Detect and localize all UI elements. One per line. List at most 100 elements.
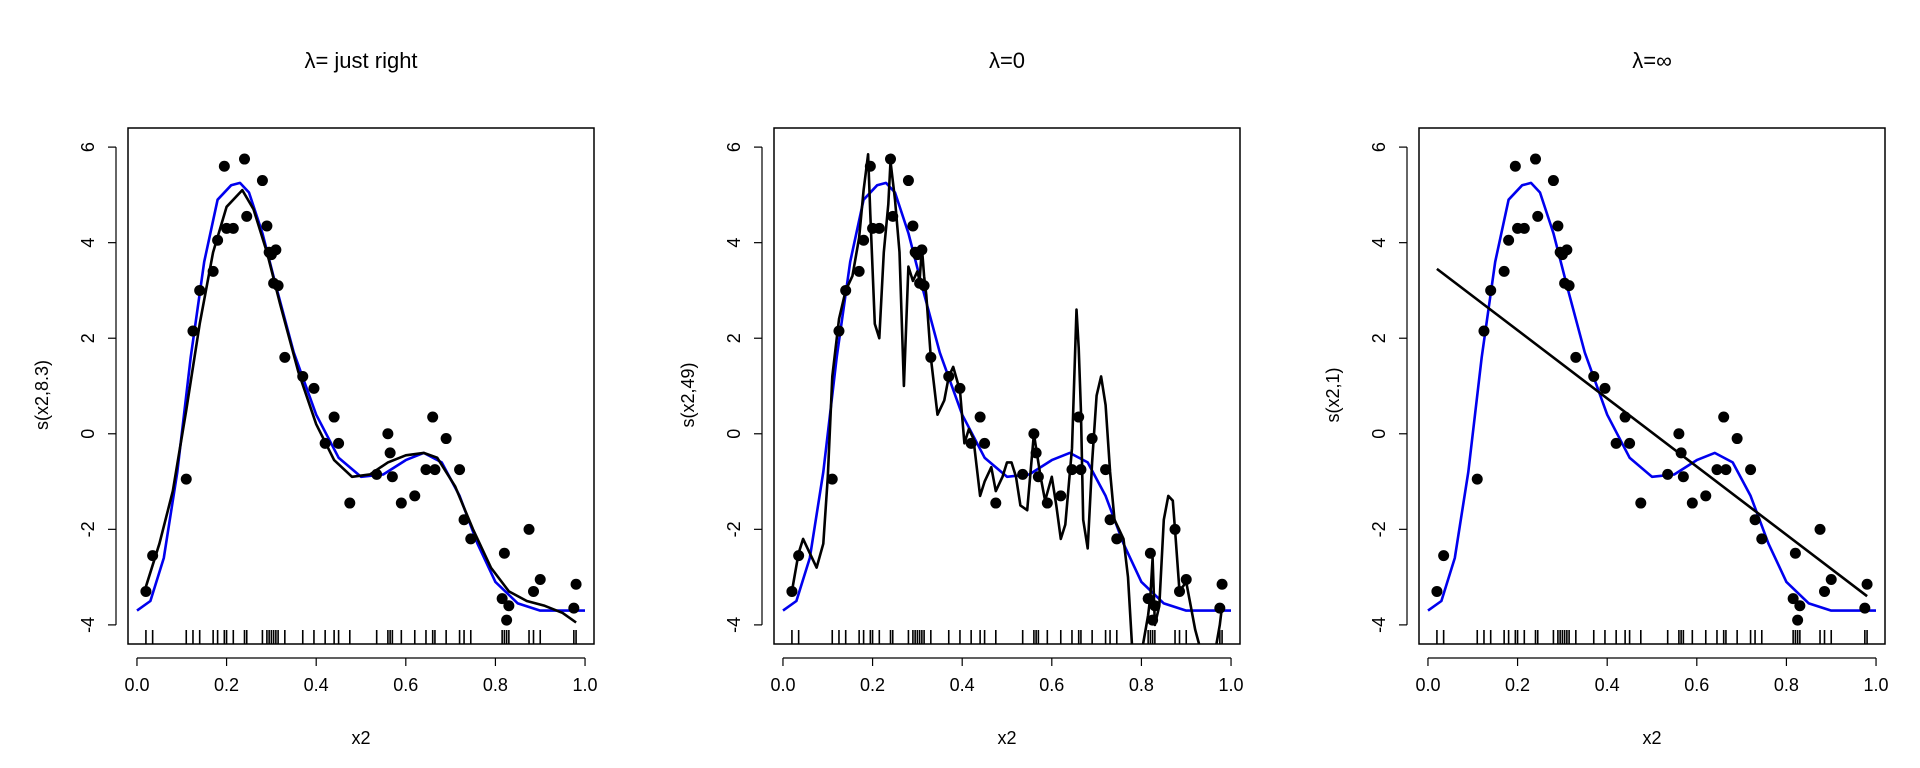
data-point: [916, 244, 928, 256]
data-point: [241, 210, 253, 222]
x-tick-label: 1.0: [573, 675, 598, 695]
data-point: [1635, 497, 1647, 509]
plot-area: [136, 153, 585, 626]
data-point: [1792, 614, 1804, 626]
data-point: [786, 585, 798, 597]
x-tick-label: 0.2: [1505, 675, 1530, 695]
x-tick-label: 0.4: [1595, 675, 1620, 695]
plot-frame: [773, 127, 1241, 645]
data-point: [498, 547, 510, 559]
data-point: [1028, 428, 1040, 440]
data-point: [1509, 160, 1521, 172]
data-point: [1745, 464, 1757, 476]
x-tick-label: 0.2: [214, 675, 239, 695]
data-point: [465, 533, 477, 545]
data-point: [1066, 464, 1078, 476]
data-point: [147, 550, 159, 562]
data-point: [1055, 490, 1067, 502]
data-point: [1498, 265, 1510, 277]
data-point: [440, 433, 452, 445]
data-point: [1216, 578, 1228, 590]
data-point: [1749, 514, 1761, 526]
data-point: [1686, 497, 1698, 509]
data-point: [256, 175, 268, 187]
y-axis-label: s(x2,8.3): [32, 360, 52, 430]
plot-frame: [127, 127, 595, 645]
data-point: [534, 574, 546, 585]
data-point: [528, 585, 540, 597]
data-point: [1111, 533, 1123, 545]
x-tick-label: 0.8: [483, 675, 508, 695]
data-point: [429, 464, 441, 476]
data-point: [308, 382, 320, 394]
data-point: [1149, 600, 1161, 612]
x-axis-label: x2: [351, 728, 370, 748]
data-point: [1075, 464, 1087, 476]
data-point: [853, 265, 865, 277]
x-tick-label: 0.6: [1039, 675, 1064, 695]
y-tick-label: 6: [78, 142, 98, 152]
x-tick-label: 0.2: [860, 675, 885, 695]
data-point: [344, 497, 356, 509]
data-point: [1041, 497, 1053, 509]
y-tick-label: -4: [1369, 617, 1389, 633]
data-point: [1588, 370, 1600, 382]
data-point: [1794, 600, 1806, 612]
data-point: [1547, 175, 1559, 187]
data-point: [925, 351, 937, 363]
data-point: [1610, 437, 1622, 449]
data-point: [990, 497, 1002, 509]
data-point: [1859, 602, 1871, 614]
y-axis: -4 -2 0 2 4 6: [1369, 142, 1408, 633]
data-point: [826, 473, 838, 485]
data-point: [454, 464, 466, 476]
blue-fit-line: [782, 181, 1231, 612]
data-point: [1147, 614, 1159, 626]
data-point: [1086, 433, 1098, 445]
data-point: [272, 280, 284, 292]
x-tick-label: 0.8: [1129, 675, 1154, 695]
data-point: [427, 411, 439, 423]
data-point: [279, 351, 291, 363]
data-point: [1174, 585, 1186, 597]
data-point: [570, 578, 582, 590]
data-point: [1599, 382, 1611, 394]
data-point: [1662, 468, 1674, 480]
data-point: [395, 497, 407, 509]
data-point: [1861, 578, 1873, 590]
data-point: [1814, 523, 1826, 535]
data-point: [1017, 468, 1029, 480]
data-point: [918, 280, 930, 292]
x-axis: 0.0 0.2 0.4 0.6 0.8 1.0: [1415, 657, 1889, 695]
data-point: [1032, 471, 1044, 483]
blue-fit-line: [1427, 181, 1876, 612]
data-point: [1825, 574, 1837, 585]
data-point: [420, 464, 432, 476]
y-tick-label: -2: [78, 521, 98, 537]
data-point: [207, 265, 219, 277]
data-point: [1503, 234, 1515, 246]
y-tick-label: 4: [724, 238, 744, 248]
data-point: [194, 284, 206, 296]
black-fit-line: [144, 188, 577, 624]
data-point: [328, 411, 340, 423]
y-axis-label: s(x2,49): [678, 362, 698, 427]
rug: [791, 630, 1223, 644]
data-point: [496, 593, 508, 605]
rug: [1436, 630, 1868, 644]
chart-title: λ=∞: [1632, 48, 1672, 73]
x-tick-label: 0.0: [770, 675, 795, 695]
data-point: [218, 160, 230, 172]
y-tick-label: 4: [78, 238, 98, 248]
data-point: [523, 523, 535, 535]
data-point: [1180, 574, 1192, 585]
blue-fit-line: [136, 181, 585, 612]
y-tick-label: 0: [724, 429, 744, 439]
chart-title: λ=0: [989, 48, 1025, 73]
plot-area: [1427, 153, 1876, 626]
x-tick-label: 0.0: [1415, 675, 1440, 695]
data-point: [974, 411, 986, 423]
data-point: [1073, 411, 1085, 423]
data-point: [1711, 464, 1723, 476]
y-tick-label: 6: [1369, 142, 1389, 152]
